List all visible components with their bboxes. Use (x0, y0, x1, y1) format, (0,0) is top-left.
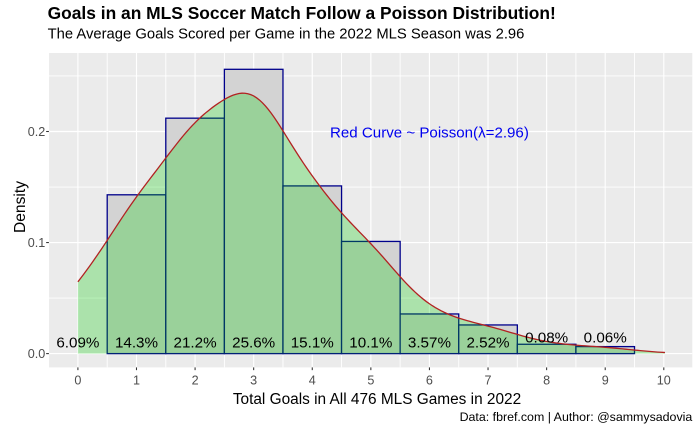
svg-text:1: 1 (133, 374, 140, 388)
svg-text:25.6%: 25.6% (232, 335, 275, 352)
svg-text:5: 5 (367, 374, 374, 388)
svg-text:3.57%: 3.57% (408, 335, 451, 352)
svg-text:3: 3 (250, 374, 257, 388)
svg-text:4: 4 (309, 374, 316, 388)
svg-text:10: 10 (657, 374, 671, 388)
svg-text:Total Goals in All 476 MLS Gam: Total Goals in All 476 MLS Games in 2022 (233, 391, 521, 408)
svg-text:0.06%: 0.06% (584, 329, 627, 346)
svg-text:0.2: 0.2 (28, 125, 46, 139)
svg-text:14.3%: 14.3% (115, 335, 158, 352)
svg-text:Density: Density (12, 181, 29, 233)
svg-text:0.0: 0.0 (28, 347, 46, 361)
svg-text:2: 2 (192, 374, 199, 388)
svg-text:Goals in an MLS Soccer Match F: Goals in an MLS Soccer Match Follow a Po… (48, 3, 556, 23)
svg-text:0.1: 0.1 (28, 236, 46, 250)
svg-text:8: 8 (543, 374, 550, 388)
svg-text:15.1%: 15.1% (291, 335, 334, 352)
svg-text:9: 9 (602, 374, 609, 388)
svg-text:2.52%: 2.52% (466, 335, 509, 352)
svg-text:The Average Goals Scored per G: The Average Goals Scored per Game in the… (48, 26, 525, 42)
svg-text:7: 7 (485, 374, 492, 388)
svg-text:21.2%: 21.2% (174, 335, 217, 352)
svg-text:Data: fbref.com | Author: @sam: Data: fbref.com | Author: @sammysadovia (460, 410, 693, 424)
svg-text:10.1%: 10.1% (349, 335, 392, 352)
svg-text:0: 0 (74, 374, 81, 388)
svg-text:6.09%: 6.09% (56, 335, 99, 352)
svg-text:6: 6 (426, 374, 433, 388)
svg-text:0.08%: 0.08% (525, 329, 568, 346)
svg-text:Red Curve ~ Poisson(λ=2.96): Red Curve ~ Poisson(λ=2.96) (330, 125, 529, 142)
